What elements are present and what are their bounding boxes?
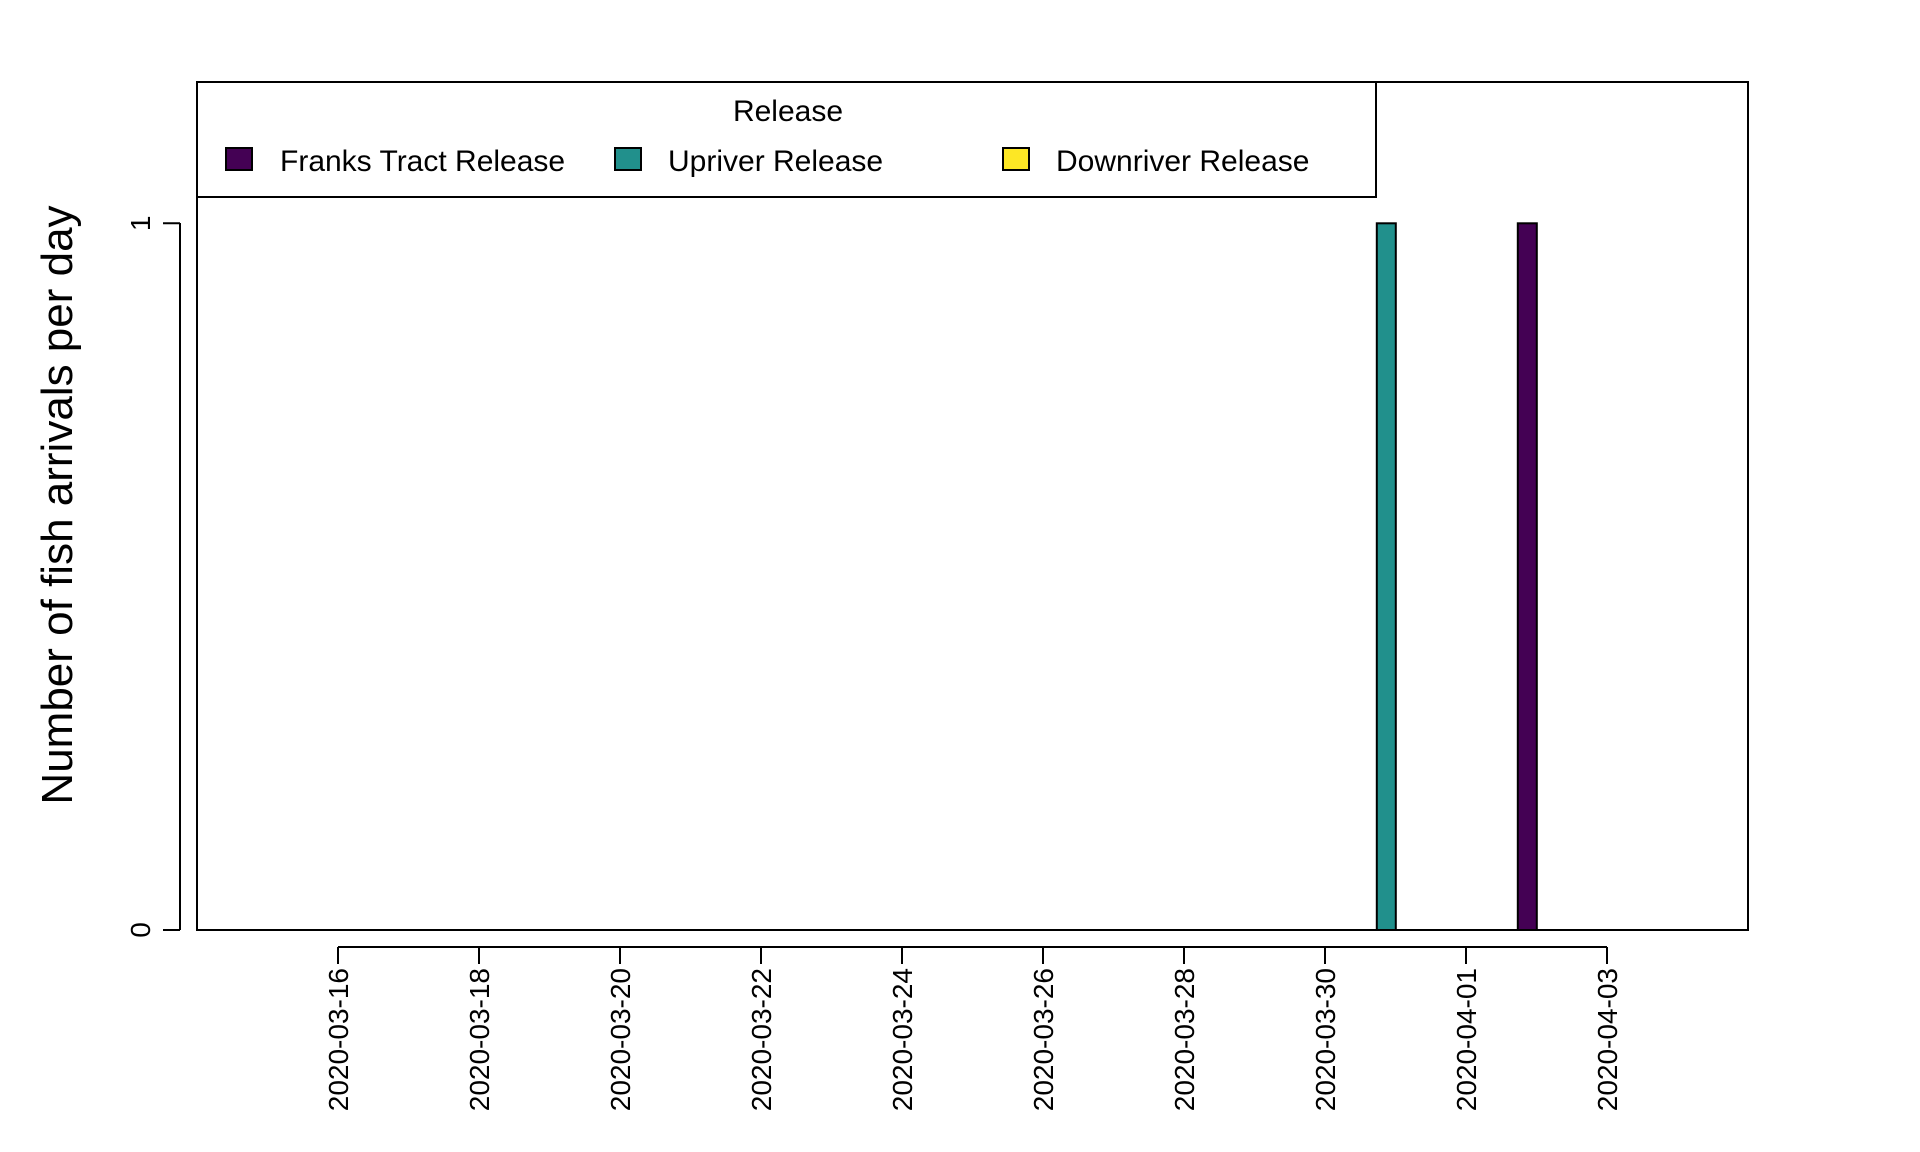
legend-label-franks-tract: Franks Tract Release (280, 145, 565, 178)
y-axis-title: Number of fish arrivals per day (33, 205, 82, 804)
x-tick-label: 2020-04-01 (1451, 968, 1482, 1111)
legend: Release Franks Tract Release Upriver Rel… (196, 81, 1377, 198)
x-axis: 2020-03-16 2020-03-18 2020-03-20 2020-03-22… (323, 946, 1623, 1111)
bar-upriver-release-0 (1375, 222, 1397, 932)
y-tick-label: 1 (125, 216, 156, 232)
legend-label-downriver: Downriver Release (1056, 145, 1309, 178)
x-tick-label: 2020-03-26 (1028, 968, 1059, 1111)
legend-label-upriver: Upriver Release (668, 145, 883, 178)
bar-franks-tract-release-0 (1516, 222, 1538, 932)
x-tick-label: 2020-04-03 (1592, 968, 1623, 1111)
x-tick-label: 2020-03-24 (887, 968, 918, 1111)
y-axis: 01 (125, 216, 181, 938)
y-tick-label: 0 (125, 922, 156, 938)
bars-layer (1375, 222, 1538, 932)
x-tick-label: 2020-03-30 (1310, 968, 1341, 1111)
x-tick-label: 2020-03-16 (323, 968, 354, 1111)
x-tick-label: 2020-03-28 (1169, 968, 1200, 1111)
x-tick-label: 2020-03-22 (746, 968, 777, 1111)
plot-area (196, 81, 1749, 931)
x-tick-label: 2020-03-18 (464, 968, 495, 1111)
x-tick-label: 2020-03-20 (605, 968, 636, 1111)
legend-swatch-downriver (1002, 147, 1030, 171)
legend-title: Release (733, 95, 843, 128)
legend-box (196, 81, 1377, 198)
legend-swatch-franks-tract (225, 147, 253, 171)
legend-swatch-upriver (614, 147, 642, 171)
x-ticks: 2020-03-16 2020-03-18 2020-03-20 2020-03-22… (323, 947, 1623, 1111)
y-ticks: 01 (125, 216, 180, 938)
